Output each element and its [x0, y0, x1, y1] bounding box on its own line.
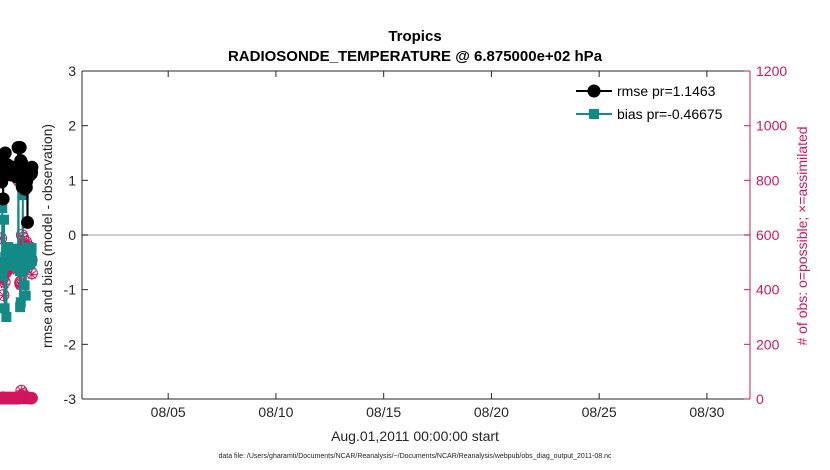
y-tick-label: 2: [68, 118, 76, 134]
legend-box: [573, 78, 739, 124]
bias-point: [20, 290, 31, 301]
axes: 08/05 08/10 08/15 08/20 08/25 08/30 -3 -2 -1 0 1 2 3…: [64, 63, 788, 420]
bias-point: [19, 280, 30, 291]
y-right-tick-label: 0: [756, 391, 764, 407]
legend-rmse-label: rmse pr=1.1463: [617, 83, 716, 99]
x-tick-label: 08/10: [258, 404, 293, 420]
obs-assimilated-baseline-point-d2: [27, 393, 37, 403]
rmse-point: [13, 141, 27, 155]
y-right-tick-label: 200: [756, 336, 780, 352]
bias-point: [15, 297, 26, 308]
y-right-tick-label: 1000: [756, 118, 787, 134]
obs-assimilated-baseline-point: [26, 392, 38, 404]
y-tick-label: 1: [68, 172, 76, 188]
legend: rmse pr=1.1463 bias pr=-0.46675: [573, 78, 739, 124]
x-tick-label: 08/30: [689, 404, 724, 420]
rmse-point: [21, 215, 34, 229]
bias-point: [26, 243, 37, 254]
x-tick-label: 08/15: [366, 404, 401, 420]
y-right-tick-label: 800: [756, 172, 780, 188]
x-tick-label: 08/05: [151, 404, 186, 420]
x-axis-label: Aug.01,2011 00:00:00 start: [331, 428, 499, 444]
y-tick-label: 3: [68, 63, 76, 79]
bias-point: [26, 255, 37, 266]
bias-point: [0, 303, 10, 314]
x-tick-label: 08/25: [582, 404, 617, 420]
rmse-point: [0, 146, 12, 160]
plot-area: [0, 141, 750, 405]
obs-assimilated-point-d2: [27, 270, 37, 279]
y-right-tick-label: 1200: [756, 63, 787, 79]
y-tick-label: -1: [64, 282, 77, 298]
chart-subtitle: RADIOSONDE_TEMPERATURE @ 6.875000e+02 hP…: [228, 48, 603, 65]
obs-assimilated-point: [26, 269, 38, 281]
footnote: data file: /Users/gharamti/Documents/NCA…: [218, 453, 612, 460]
y-tick-label: 0: [68, 227, 76, 243]
legend-rmse-marker: [587, 84, 601, 98]
bias-point: [1, 312, 12, 322]
y-tick-label: -2: [64, 336, 77, 352]
rmse-point: [0, 192, 10, 206]
y-right-tick-label: 600: [756, 227, 780, 243]
rmse-point: [25, 160, 39, 174]
bias-point: [0, 203, 8, 214]
bias-point: [0, 214, 10, 225]
y-axis-label: rmse and bias (model - observation): [39, 124, 55, 348]
legend-bias-marker: [589, 109, 599, 119]
y-axis-right-label: # of obs: o=possible; ×=assimilated: [794, 126, 810, 345]
x-tick-label: 08/20: [474, 404, 509, 420]
legend-bias-label: bias pr=-0.46675: [617, 106, 723, 122]
y-right-tick-label: 400: [756, 282, 780, 298]
bias-point: [0, 271, 7, 281]
chart-title: Tropics: [388, 28, 441, 45]
y-tick-label: -3: [64, 391, 77, 407]
